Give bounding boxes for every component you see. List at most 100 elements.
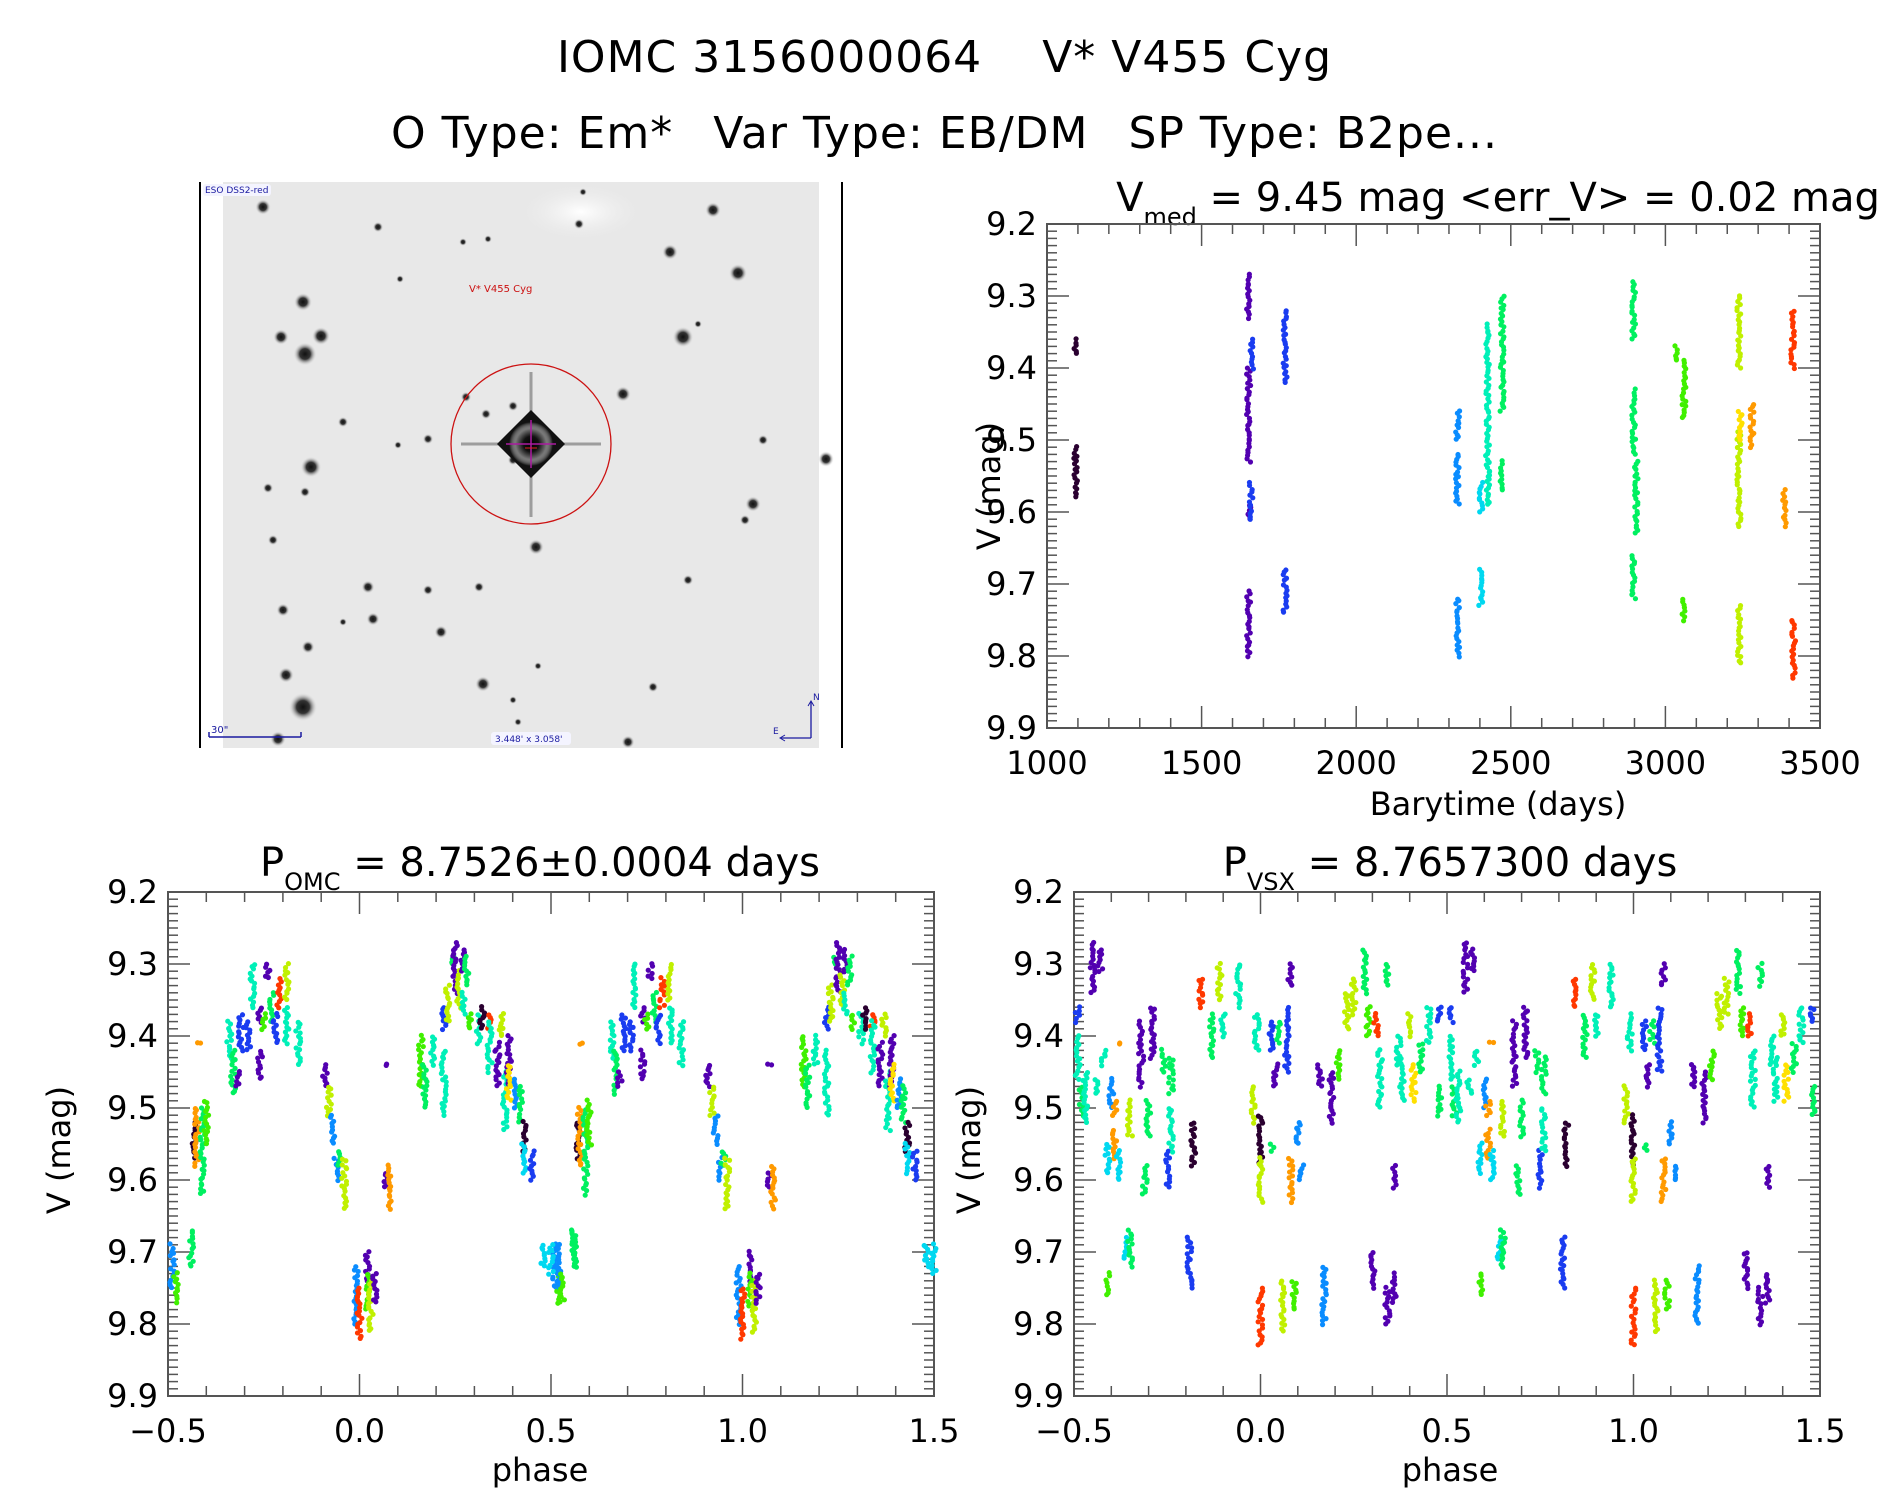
phase_vsx-point	[1501, 1109, 1507, 1116]
lightcurve-ytick-label: 9.7	[986, 565, 1037, 603]
phase_vsx-point	[1407, 1034, 1413, 1040]
phase_vsx-point	[1125, 1227, 1131, 1233]
phase_omc-point	[520, 1170, 526, 1176]
phase_omc-point	[422, 1104, 428, 1110]
phase_vsx-point	[1449, 1113, 1455, 1119]
phase_omc-point	[860, 1012, 866, 1018]
phase_vsx-point	[1736, 966, 1742, 972]
phase_vsx-point	[1562, 1145, 1568, 1151]
phase_vsx-point	[1102, 1152, 1108, 1158]
phase_vsx-point	[1607, 975, 1613, 981]
phase_vsx-point	[1323, 1292, 1329, 1298]
lightcurve-point	[1484, 464, 1491, 471]
phase_vsx-point	[1809, 1111, 1815, 1118]
lightcurve-ytick-label: 9.5	[986, 421, 1037, 459]
phase_vsx-point	[1106, 1093, 1112, 1099]
phase_omc-point	[230, 1090, 236, 1096]
phase_omc-point	[649, 963, 656, 969]
lightcurve-point	[1736, 628, 1742, 634]
phase_vsx-point	[1363, 1012, 1370, 1018]
phase_vsx-point	[1217, 960, 1223, 967]
phase_omc-point	[661, 983, 668, 989]
star-field	[255, 188, 834, 749]
lightcurve-title: Vmed = 9.45 mag <err_V> = 0.02 mag	[1116, 175, 1880, 231]
phase_vsx-point	[1256, 1175, 1262, 1181]
phase_vsx-point	[1453, 1096, 1459, 1103]
lightcurve-point	[1738, 365, 1744, 371]
lightcurve-point	[1632, 504, 1638, 510]
phase_vsx-point	[1471, 1062, 1478, 1068]
phase_omc-point	[639, 1076, 645, 1082]
phase_vsx-point	[1149, 1020, 1155, 1027]
phase_vsx-point	[1268, 1148, 1274, 1154]
survey-label-bg	[203, 184, 271, 196]
phase_omc-point	[493, 1077, 499, 1083]
phase_vsx-point	[1383, 973, 1389, 979]
phase_vsx-point	[1137, 1033, 1143, 1039]
phase_vsx-point	[1408, 1067, 1414, 1073]
phase_omc-point	[638, 1057, 644, 1063]
phase_vsx-point	[1767, 1297, 1773, 1303]
phase_omc-points	[167, 939, 939, 1342]
phase_omc-point	[357, 1335, 363, 1341]
phase_omc-point	[255, 1055, 261, 1061]
lightcurve-point	[1456, 414, 1462, 420]
star	[288, 692, 318, 722]
phase_vsx-point	[1511, 1068, 1518, 1074]
phase_vsx-point	[1083, 1119, 1090, 1125]
phase_vsx-point	[1349, 1012, 1356, 1018]
figure-subtitle: O Type: Em* Var Type: EB/DM SP Type: B2pe.…	[0, 108, 1889, 159]
phase_vsx-point	[1532, 1048, 1538, 1054]
lightcurve-point	[1634, 518, 1640, 524]
phase_omc-point	[631, 972, 637, 978]
phase-omc-xlabel: phase	[492, 1451, 589, 1489]
phase_omc-point	[903, 1171, 910, 1177]
lightcurve-point	[1477, 509, 1483, 515]
star	[434, 625, 448, 639]
phase_omc-point	[798, 1061, 804, 1067]
phase_omc-point	[462, 1011, 468, 1017]
lightcurve-point	[1456, 501, 1462, 507]
phase-vsx-xlabel: phase	[1402, 1451, 1499, 1489]
phase_omc-point	[250, 966, 257, 972]
phase_omc-point	[860, 1031, 866, 1037]
lightcurve-point	[1747, 438, 1753, 444]
lightcurve-frame	[1046, 223, 1821, 729]
phase_omc-ytick-label: 9.6	[107, 1161, 158, 1199]
phase_omc-point	[174, 1270, 180, 1276]
phase_omc-point	[420, 1043, 426, 1050]
phase_vsx-point	[1624, 1104, 1630, 1110]
phase_vsx-point	[1290, 1163, 1296, 1169]
star	[255, 199, 271, 215]
phase_omc-point	[192, 1163, 198, 1169]
phase_omc-xtick-label: 0.0	[334, 1412, 385, 1450]
phase_vsx-point	[1362, 970, 1368, 976]
phase_omc-point	[825, 1112, 831, 1118]
phase_vsx-point	[1096, 968, 1102, 975]
phase_omc-point	[366, 1266, 372, 1272]
lightcurve-point	[1497, 331, 1504, 337]
object-id: IOMC 3156000064	[556, 32, 983, 83]
phase_vsx-point	[1319, 1312, 1326, 1319]
phase_vsx-point	[1741, 1251, 1747, 1257]
star	[278, 667, 294, 683]
phase_vsx-point	[1629, 1123, 1635, 1129]
phase_vsx-point	[1460, 959, 1466, 965]
phase_vsx-point	[1187, 1240, 1194, 1246]
phase_omc-point	[887, 1086, 893, 1092]
lightcurve-xtick-label: 2000	[1315, 744, 1396, 782]
phase_vsx-point	[1666, 1141, 1672, 1147]
phase_omc-point	[769, 1191, 775, 1197]
phase_vsx-point	[1800, 1039, 1806, 1046]
phase_omc-point	[722, 1155, 728, 1161]
phase_vsx-point	[1693, 1300, 1699, 1306]
phase_vsx-point	[1747, 1078, 1754, 1084]
phase_omc-point	[707, 1112, 713, 1119]
phase_omc-point	[891, 1033, 897, 1039]
phase_omc-point	[199, 1182, 205, 1188]
phase_omc-point	[909, 1154, 916, 1160]
phase_omc-point	[867, 1053, 873, 1060]
phase_vsx-point	[1714, 997, 1720, 1003]
phase_omc-point	[296, 1047, 303, 1053]
phase_omc-point	[803, 1084, 809, 1090]
